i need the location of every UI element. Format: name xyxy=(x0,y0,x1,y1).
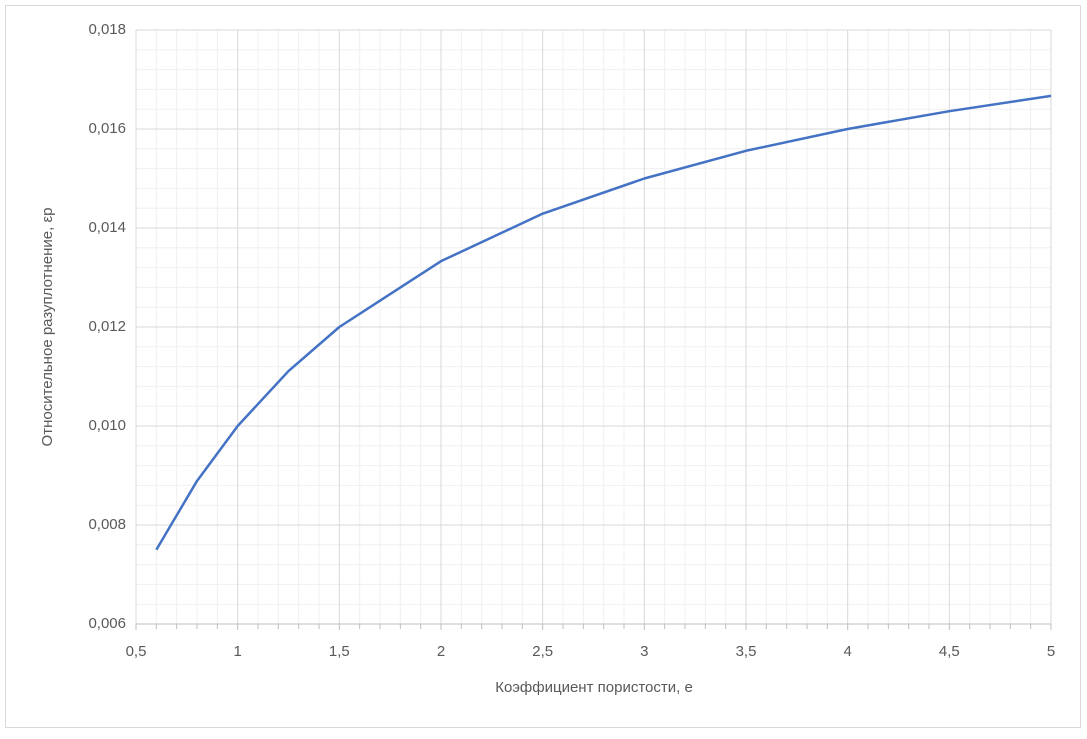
x-axis-title: Коэффициент пористости, e xyxy=(495,679,693,696)
y-tick-label: 0,006 xyxy=(88,615,126,632)
x-tick-label: 2,5 xyxy=(532,643,553,660)
y-axis-title: Относительное разуплотнение, εр xyxy=(39,208,56,447)
data-line xyxy=(155,94,1052,551)
y-tick-label: 0,012 xyxy=(88,318,126,335)
y-tick-label: 0,016 xyxy=(88,120,126,137)
x-tick-label: 1 xyxy=(233,643,241,660)
x-tick-label: 3 xyxy=(640,643,648,660)
x-tick-label: 3,5 xyxy=(736,643,757,660)
x-tick-label: 4 xyxy=(843,643,851,660)
x-tick-label: 0,5 xyxy=(126,643,147,660)
x-tick-label: 1,5 xyxy=(329,643,350,660)
y-tick-label: 0,018 xyxy=(88,21,126,38)
x-tick-label: 4,5 xyxy=(939,643,960,660)
y-tick-label: 0,010 xyxy=(88,417,126,434)
x-tick-label: 2 xyxy=(437,643,445,660)
y-tick-label: 0,014 xyxy=(88,219,126,236)
y-tick-label: 0,008 xyxy=(88,516,126,533)
x-tick-label: 5 xyxy=(1047,643,1055,660)
